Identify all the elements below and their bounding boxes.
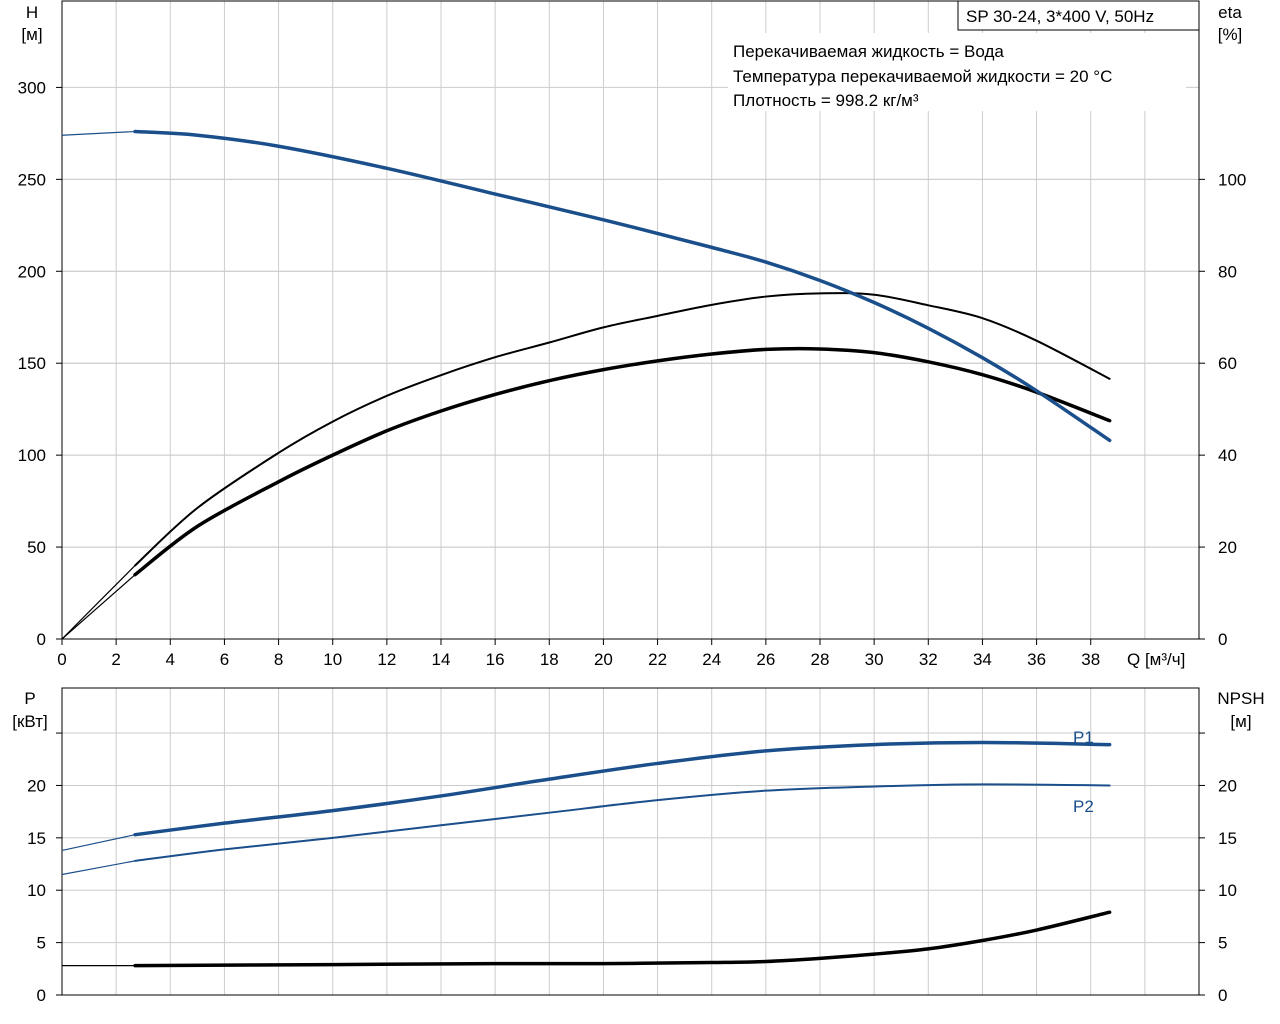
x-tick-label: 14 [432, 650, 451, 669]
x-tick-label: 20 [594, 650, 613, 669]
y-left-tick-label: 50 [27, 538, 46, 557]
x-tick-label: 18 [540, 650, 559, 669]
efficiency-curve-thick-extension [61, 574, 136, 640]
upper-y-left-ticks: 0 50 100 150 200 250 300 [18, 78, 62, 649]
x-tick-label: 34 [973, 650, 992, 669]
x-tick-label: 28 [811, 650, 830, 669]
y-left-label-unit: [м] [21, 25, 42, 44]
head-curve [133, 129, 1112, 443]
y-left-tick-label: 100 [18, 446, 46, 465]
p-tick-label: 5 [37, 934, 46, 953]
npsh-tick-label: 5 [1218, 934, 1227, 953]
x-tick-label: 0 [57, 650, 66, 669]
y-right-label-unit: [%] [1218, 25, 1243, 44]
x-axis-label: Q [м³/ч] [1127, 650, 1185, 669]
npsh-tick-label: 15 [1218, 829, 1237, 848]
fluid-info-background [728, 33, 1186, 111]
efficiency-curve-thick [133, 346, 1112, 577]
npsh-tick-label: 0 [1218, 986, 1227, 1005]
y-right-tick-label: 20 [1218, 538, 1237, 557]
lower-grid [62, 688, 1199, 995]
x-tick-label: 8 [274, 650, 283, 669]
lower-series [61, 740, 1112, 968]
y-right-tick-label: 100 [1218, 170, 1246, 189]
x-tick-label: 32 [919, 650, 938, 669]
lower-chart: 0 5 10 15 20 0 5 10 15 20 P1 P2 P [кВт] NPSH [м] [12, 687, 1265, 1005]
npsh-axis-label-name: NPSH [1217, 689, 1264, 708]
title-box: SP 30-24, 3*400 V, 50Hz [957, 0, 1200, 31]
p-axis-label-name: P [24, 689, 35, 708]
y-left-tick-label: 250 [18, 170, 46, 189]
npsh-axis-label-unit: [м] [1230, 712, 1251, 731]
y-left-tick-label: 300 [18, 78, 46, 97]
x-tick-label: 36 [1027, 650, 1046, 669]
y-right-tick-label: 80 [1218, 262, 1237, 281]
upper-grid [62, 1, 1199, 639]
x-tick-label: 12 [377, 650, 396, 669]
lower-y-left-ticks: 0 5 10 15 20 [27, 732, 62, 1005]
upper-series [61, 129, 1112, 640]
title-box-frame [957, 0, 1200, 31]
y-left-tick-label: 200 [18, 262, 46, 281]
npsh-tick-label: 20 [1218, 776, 1237, 795]
p-tick-label: 20 [27, 776, 46, 795]
x-tick-label: 10 [323, 650, 342, 669]
x-tick-label: 22 [648, 650, 667, 669]
npsh-tick-label: 10 [1218, 881, 1237, 900]
p2-curve-label: P2 [1073, 797, 1094, 816]
p2-curve-extension [61, 860, 136, 876]
p-tick-label: 10 [27, 881, 46, 900]
x-tick-label: 6 [220, 650, 229, 669]
y-left-tick-label: 150 [18, 354, 46, 373]
p-tick-label: 15 [27, 829, 46, 848]
x-tick-label: 30 [865, 650, 884, 669]
p2-curve [134, 783, 1111, 862]
p1-curve [133, 740, 1112, 837]
x-tick-label: 4 [166, 650, 175, 669]
upper-x-ticks: 0 2 4 6 8 10 12 14 16 18 20 22 24 26 28 30 32 34 36 38 [57, 639, 1100, 669]
y-right-tick-label: 60 [1218, 354, 1237, 373]
upper-plot-frame [61, 0, 1200, 640]
head-curve-extension [61, 130, 136, 136]
x-tick-label: 26 [756, 650, 775, 669]
chart-title: SP 30-24, 3*400 V, 50Hz [966, 7, 1154, 26]
y-left-tick-label: 0 [37, 630, 46, 649]
info-line-fluid: Перекачиваемая жидкость = Вода [733, 42, 1004, 61]
upper-chart: 0 2 4 6 8 10 12 14 16 18 20 22 24 26 28 30 32 34 36 38 0501… [18, 0, 1246, 669]
x-tick-label: 38 [1081, 650, 1100, 669]
y-right-tick-label: 40 [1218, 446, 1237, 465]
p-axis-label-unit: [кВт] [12, 712, 47, 731]
info-line-temperature: Температура перекачиваемой жидкости = 20… [733, 67, 1112, 86]
x-tick-label: 2 [111, 650, 120, 669]
upper-y-right-ticks: 0 20 40 60 80 100 [1199, 170, 1246, 649]
x-tick-label: 16 [486, 650, 505, 669]
npsh-curve [133, 910, 1112, 968]
efficiency-curve-thin-extension [61, 565, 136, 640]
p1-curve-extension [61, 834, 136, 851]
p-tick-label: 0 [37, 986, 46, 1005]
x-tick-label: 24 [702, 650, 721, 669]
efficiency-curve-thin [134, 292, 1111, 567]
lower-y-right-ticks: 0 5 10 15 20 [1199, 732, 1237, 1005]
info-line-density: Плотность = 998.2 кг/м³ [733, 91, 919, 110]
y-right-tick-label: 0 [1218, 630, 1227, 649]
p1-curve-label: P1 [1073, 728, 1094, 747]
lower-plot-frame [61, 687, 1200, 996]
fluid-info: Перекачиваемая жидкость = Вода Температу… [728, 33, 1186, 111]
y-left-label-name: H [26, 3, 38, 22]
y-right-label-name: eta [1218, 3, 1242, 22]
